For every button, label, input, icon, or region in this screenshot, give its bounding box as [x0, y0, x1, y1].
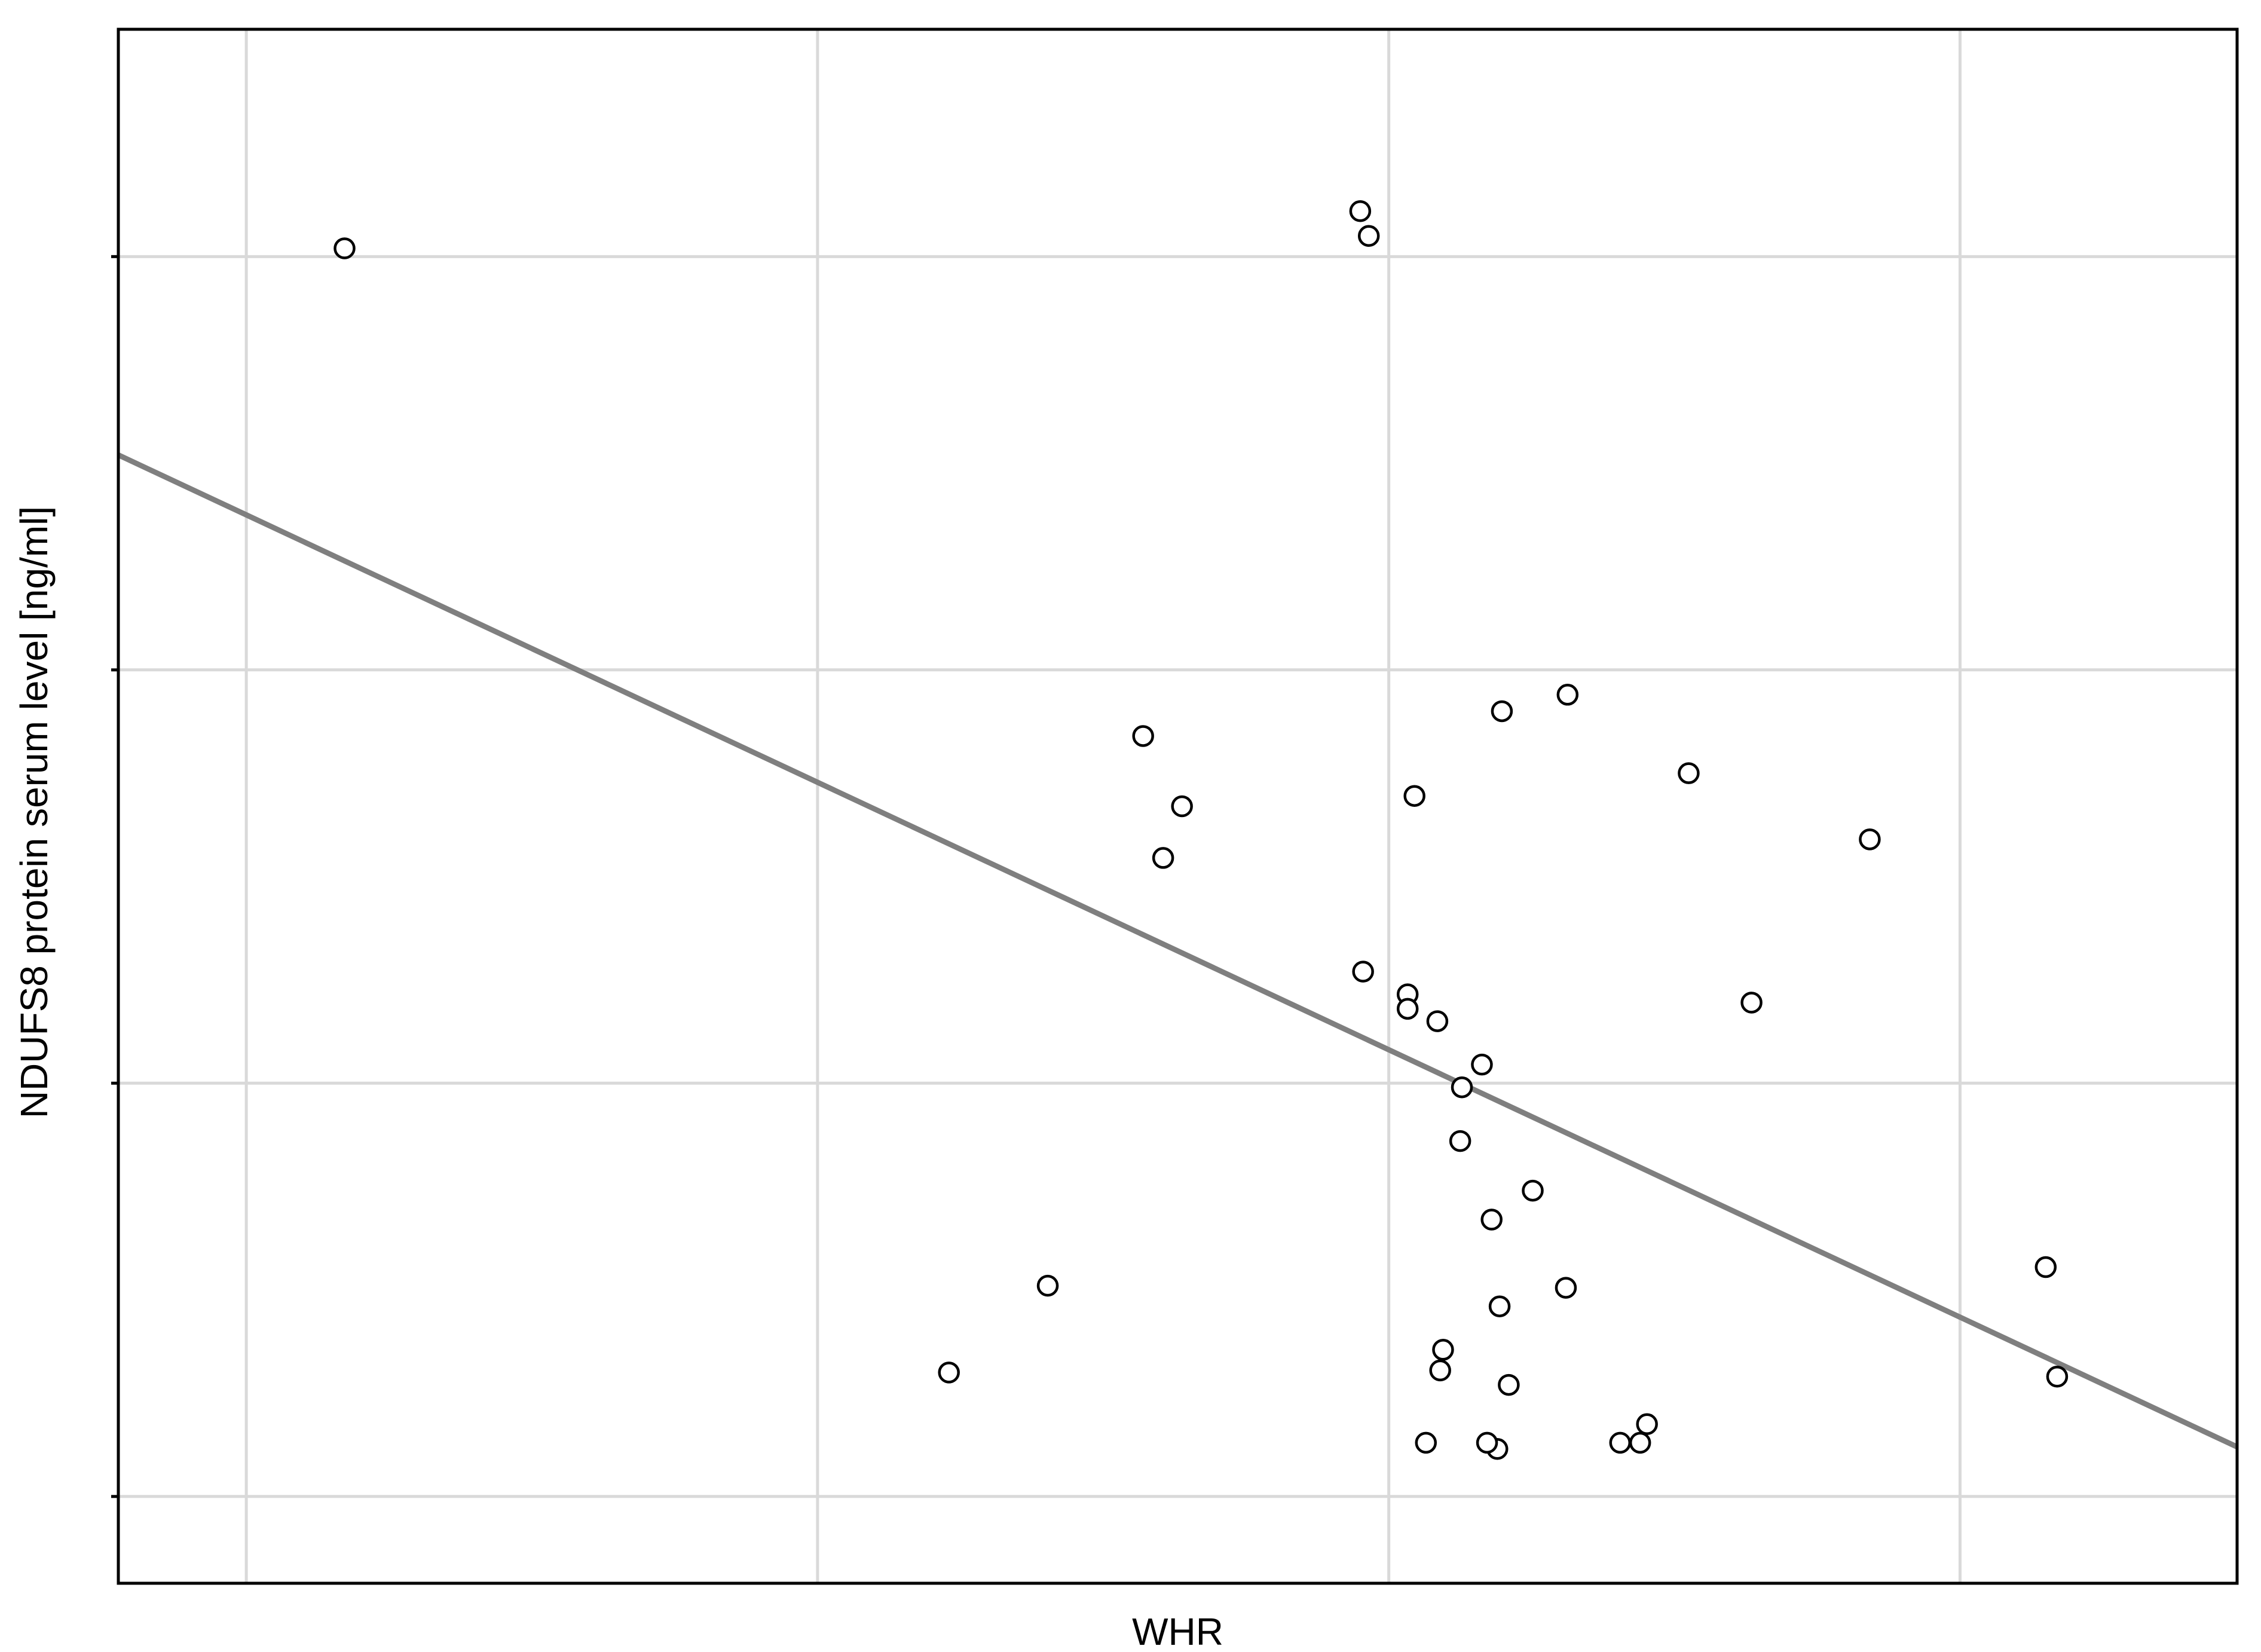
- data-point-13: [1678, 762, 1700, 784]
- data-point-19: [1522, 1179, 1544, 1202]
- data-point-14: [1859, 828, 1881, 851]
- data-point-35: [2046, 1366, 2069, 1388]
- plot-frame: [117, 27, 2239, 1585]
- data-point-34: [2034, 1256, 2057, 1278]
- regression-line-group: [117, 452, 2238, 1449]
- data-point-23: [1555, 1277, 1577, 1299]
- data-point-17: [1471, 1053, 1493, 1076]
- data-point-16: [1740, 992, 1763, 1014]
- data-point-32: [1629, 1431, 1651, 1454]
- data-point-28: [1415, 1431, 1437, 1454]
- data-point-5: [1152, 847, 1174, 869]
- data-point-31: [1609, 1431, 1632, 1454]
- data-point-2: [1357, 225, 1380, 247]
- data-point-26: [1429, 1359, 1451, 1382]
- horizontal-gridlines: [118, 255, 2237, 1498]
- data-point-18: [1451, 1076, 1473, 1099]
- data-points: [334, 200, 2069, 1460]
- y-axis-label: NDUFS8 protein serum level [ng/ml]: [13, 506, 56, 1118]
- data-point-12: [1556, 684, 1579, 706]
- data-point-15: [1449, 1130, 1471, 1152]
- data-point-0: [334, 237, 356, 259]
- data-point-30: [1476, 1431, 1498, 1454]
- x-axis-label: WHR: [1132, 1610, 1223, 1652]
- data-point-20: [1480, 1209, 1503, 1231]
- data-point-27: [1498, 1373, 1520, 1396]
- data-point-24: [1488, 1295, 1511, 1317]
- data-point-9: [1426, 1010, 1449, 1032]
- data-point-22: [938, 1362, 960, 1384]
- data-point-8: [1396, 998, 1419, 1020]
- regression-line: [117, 452, 2238, 1449]
- data-point-3: [1132, 725, 1154, 747]
- data-point-10: [1403, 785, 1425, 807]
- data-point-33: [1636, 1413, 1658, 1436]
- data-point-25: [1432, 1339, 1454, 1361]
- data-point-4: [1171, 795, 1193, 818]
- vertical-gridlines: [244, 29, 1962, 1583]
- data-point-21: [1036, 1274, 1059, 1297]
- data-point-6: [1352, 960, 1374, 983]
- data-point-11: [1491, 700, 1513, 723]
- data-point-1: [1349, 200, 1372, 222]
